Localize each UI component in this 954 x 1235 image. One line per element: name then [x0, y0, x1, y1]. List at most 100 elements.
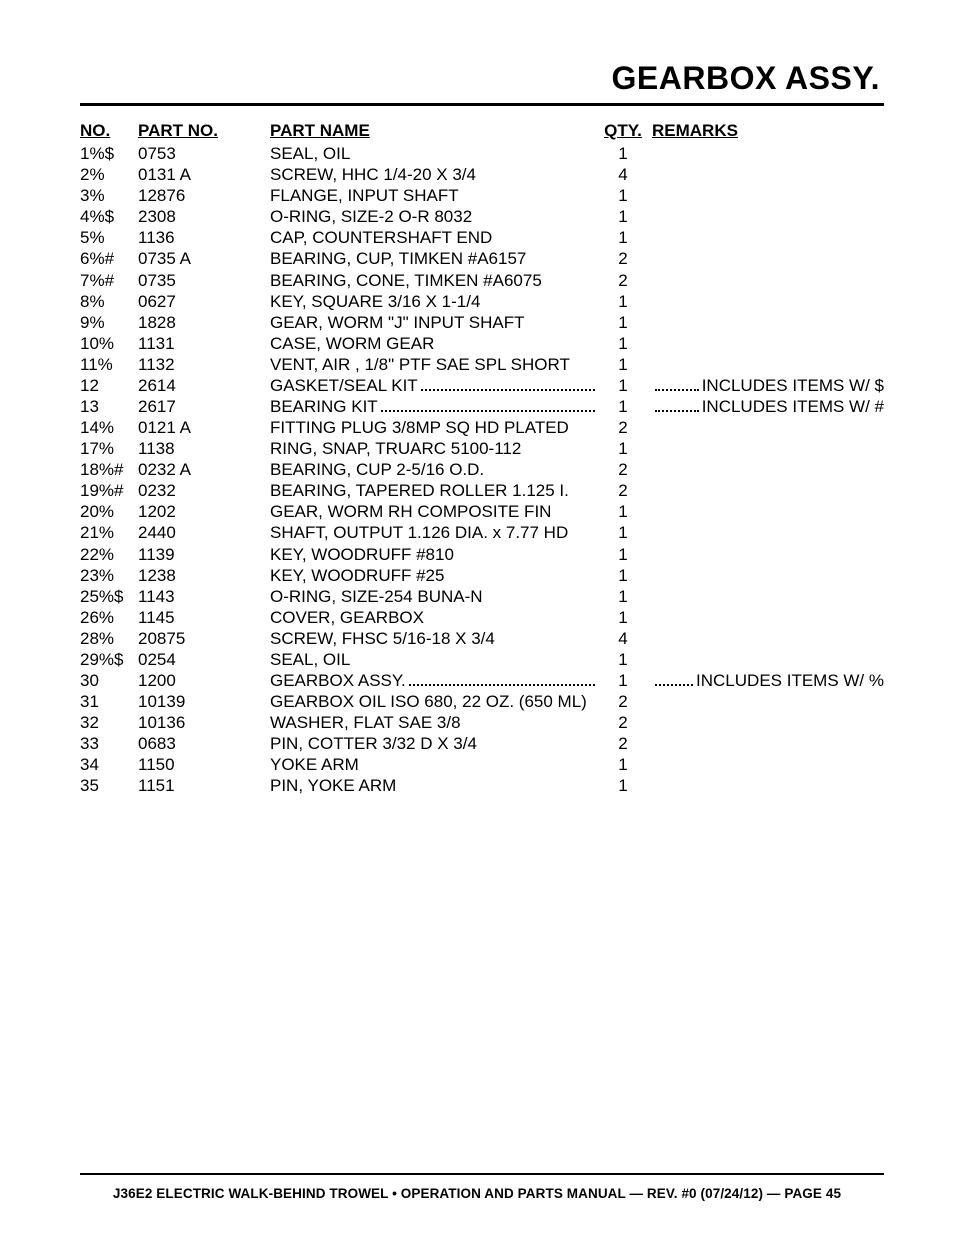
- cell-part-name: CASE, WORM GEAR: [270, 333, 598, 354]
- cell-part-no: 2440: [138, 522, 270, 543]
- cell-qty: 1: [598, 333, 648, 354]
- table-row: 122614GASKET/SEAL KIT1INCLUDES ITEMS W/ …: [80, 375, 884, 396]
- leader-dots: [409, 672, 595, 686]
- cell-remarks: INCLUDES ITEMS W/ $: [648, 375, 884, 396]
- leader-dots: [655, 377, 699, 391]
- cell-qty: 1: [598, 438, 648, 459]
- cell-part-name: BEARING, CUP, TIMKEN #A6157: [270, 248, 598, 269]
- page-footer: J36E2 ELECTRIC WALK-BEHIND TROWEL • OPER…: [0, 1186, 954, 1201]
- cell-no: 35: [80, 775, 138, 796]
- cell-part-no: 0121 A: [138, 417, 270, 438]
- cell-part-name: GEARBOX ASSY.: [270, 670, 598, 691]
- cell-part-name: SEAL, OIL: [270, 143, 598, 164]
- cell-no: 3%: [80, 185, 138, 206]
- cell-no: 12: [80, 375, 138, 396]
- leader-dots: [486, 587, 595, 601]
- cell-part-no: 20875: [138, 628, 270, 649]
- table-row: 22%1139KEY, WOODRUFF #8101: [80, 544, 884, 565]
- cell-qty: 2: [598, 270, 648, 291]
- leader-dots: [529, 250, 595, 264]
- cell-part-no: 0735 A: [138, 248, 270, 269]
- cell-part-name: GEAR, WORM "J" INPUT SHAFT: [270, 312, 598, 333]
- cell-no: 33: [80, 733, 138, 754]
- cell-no: 4%$: [80, 206, 138, 227]
- cell-part-name: FLANGE, INPUT SHAFT: [270, 185, 598, 206]
- cell-qty: 2: [598, 733, 648, 754]
- cell-part-name: SEAL, OIL: [270, 649, 598, 670]
- leader-dots: [381, 398, 595, 412]
- cell-no: 28%: [80, 628, 138, 649]
- cell-part-no: 1151: [138, 775, 270, 796]
- leader-dots: [437, 334, 595, 348]
- leader-dots: [554, 503, 595, 517]
- cell-no: 30: [80, 670, 138, 691]
- leader-dots: [480, 735, 595, 749]
- table-row: 10%1131CASE, WORM GEAR1: [80, 333, 884, 354]
- cell-qty: 1: [598, 586, 648, 607]
- table-row: 9%1828GEAR, WORM "J" INPUT SHAFT1: [80, 312, 884, 333]
- table-row: 5%1136CAP, COUNTERSHAFT END1: [80, 227, 884, 248]
- cell-qty: 4: [598, 164, 648, 185]
- cell-qty: 1: [598, 754, 648, 775]
- cell-no: 5%: [80, 227, 138, 248]
- cell-part-name: KEY, WOODRUFF #25: [270, 565, 598, 586]
- cell-part-name: BEARING, CONE, TIMKEN #A6075: [270, 270, 598, 291]
- cell-qty: 2: [598, 248, 648, 269]
- table-row: 18%#0232 ABEARING, CUP 2-5/16 O.D.2: [80, 459, 884, 480]
- cell-part-name: YOKE ARM: [270, 754, 598, 775]
- cell-part-name: WASHER, FLAT SAE 3/8: [270, 712, 598, 733]
- cell-qty: 1: [598, 565, 648, 586]
- leader-dots: [487, 461, 595, 475]
- cell-part-no: 0753: [138, 143, 270, 164]
- cell-no: 8%: [80, 291, 138, 312]
- leader-dots: [479, 166, 595, 180]
- cell-no: 29%$: [80, 649, 138, 670]
- table-row: 19%#0232BEARING, TAPERED ROLLER 1.125 I.…: [80, 480, 884, 501]
- cell-part-no: 0627: [138, 291, 270, 312]
- header-qty: QTY.: [598, 120, 648, 141]
- table-row: 3%12876FLANGE, INPUT SHAFT1: [80, 185, 884, 206]
- leader-dots: [572, 482, 595, 496]
- leader-dots: [362, 756, 595, 770]
- table-row: 7%#0735BEARING, CONE, TIMKEN #A60752: [80, 270, 884, 291]
- cell-qty: 1: [598, 670, 648, 691]
- cell-part-no: 1828: [138, 312, 270, 333]
- leader-dots: [462, 187, 595, 201]
- cell-part-name: BEARING, CUP 2-5/16 O.D.: [270, 459, 598, 480]
- cell-part-name: O-RING, SIZE-254 BUNA-N: [270, 586, 598, 607]
- cell-part-no: 1200: [138, 670, 270, 691]
- leader-dots: [483, 292, 595, 306]
- leader-dots: [464, 714, 595, 728]
- cell-no: 20%: [80, 501, 138, 522]
- table-row: 2%0131 ASCREW, HHC 1/4-20 X 3/44: [80, 164, 884, 185]
- cell-qty: 1: [598, 501, 648, 522]
- cell-qty: 1: [598, 354, 648, 375]
- cell-part-no: 12876: [138, 185, 270, 206]
- header-part-name: PART NAME: [270, 120, 598, 141]
- table-row: 23%1238KEY, WOODRUFF #251: [80, 565, 884, 586]
- cell-part-name: SHAFT, OUTPUT 1.126 DIA. x 7.77 HD: [270, 522, 598, 543]
- cell-qty: 2: [598, 691, 648, 712]
- cell-no: 26%: [80, 607, 138, 628]
- cell-part-name: COVER, GEARBOX: [270, 607, 598, 628]
- cell-part-no: 10136: [138, 712, 270, 733]
- table-row: 26%1145COVER, GEARBOX1: [80, 607, 884, 628]
- leader-dots: [399, 777, 595, 791]
- cell-part-no: 1131: [138, 333, 270, 354]
- table-row: 330683PIN, COTTER 3/32 D X 3/42: [80, 733, 884, 754]
- cell-part-name: O-RING, SIZE-2 O-R 8032: [270, 206, 598, 227]
- cell-qty: 1: [598, 396, 648, 417]
- table-header-row: NO. PART NO. PART NAME QTY. REMARKS: [80, 120, 884, 141]
- cell-part-name: GEAR, WORM RH COMPOSITE FIN: [270, 501, 598, 522]
- cell-qty: 1: [598, 291, 648, 312]
- table-row: 301200GEARBOX ASSY.1INCLUDES ITEMS W/ %: [80, 670, 884, 691]
- cell-part-name: CAP, COUNTERSHAFT END: [270, 227, 598, 248]
- cell-no: 23%: [80, 565, 138, 586]
- cell-qty: 1: [598, 206, 648, 227]
- leader-dots: [457, 545, 595, 559]
- cell-part-name: PIN, YOKE ARM: [270, 775, 598, 796]
- cell-part-no: 1150: [138, 754, 270, 775]
- leader-dots: [545, 271, 595, 285]
- cell-part-name: PIN, COTTER 3/32 D X 3/4: [270, 733, 598, 754]
- table-row: 8%0627KEY, SQUARE 3/16 X 1-1/41: [80, 291, 884, 312]
